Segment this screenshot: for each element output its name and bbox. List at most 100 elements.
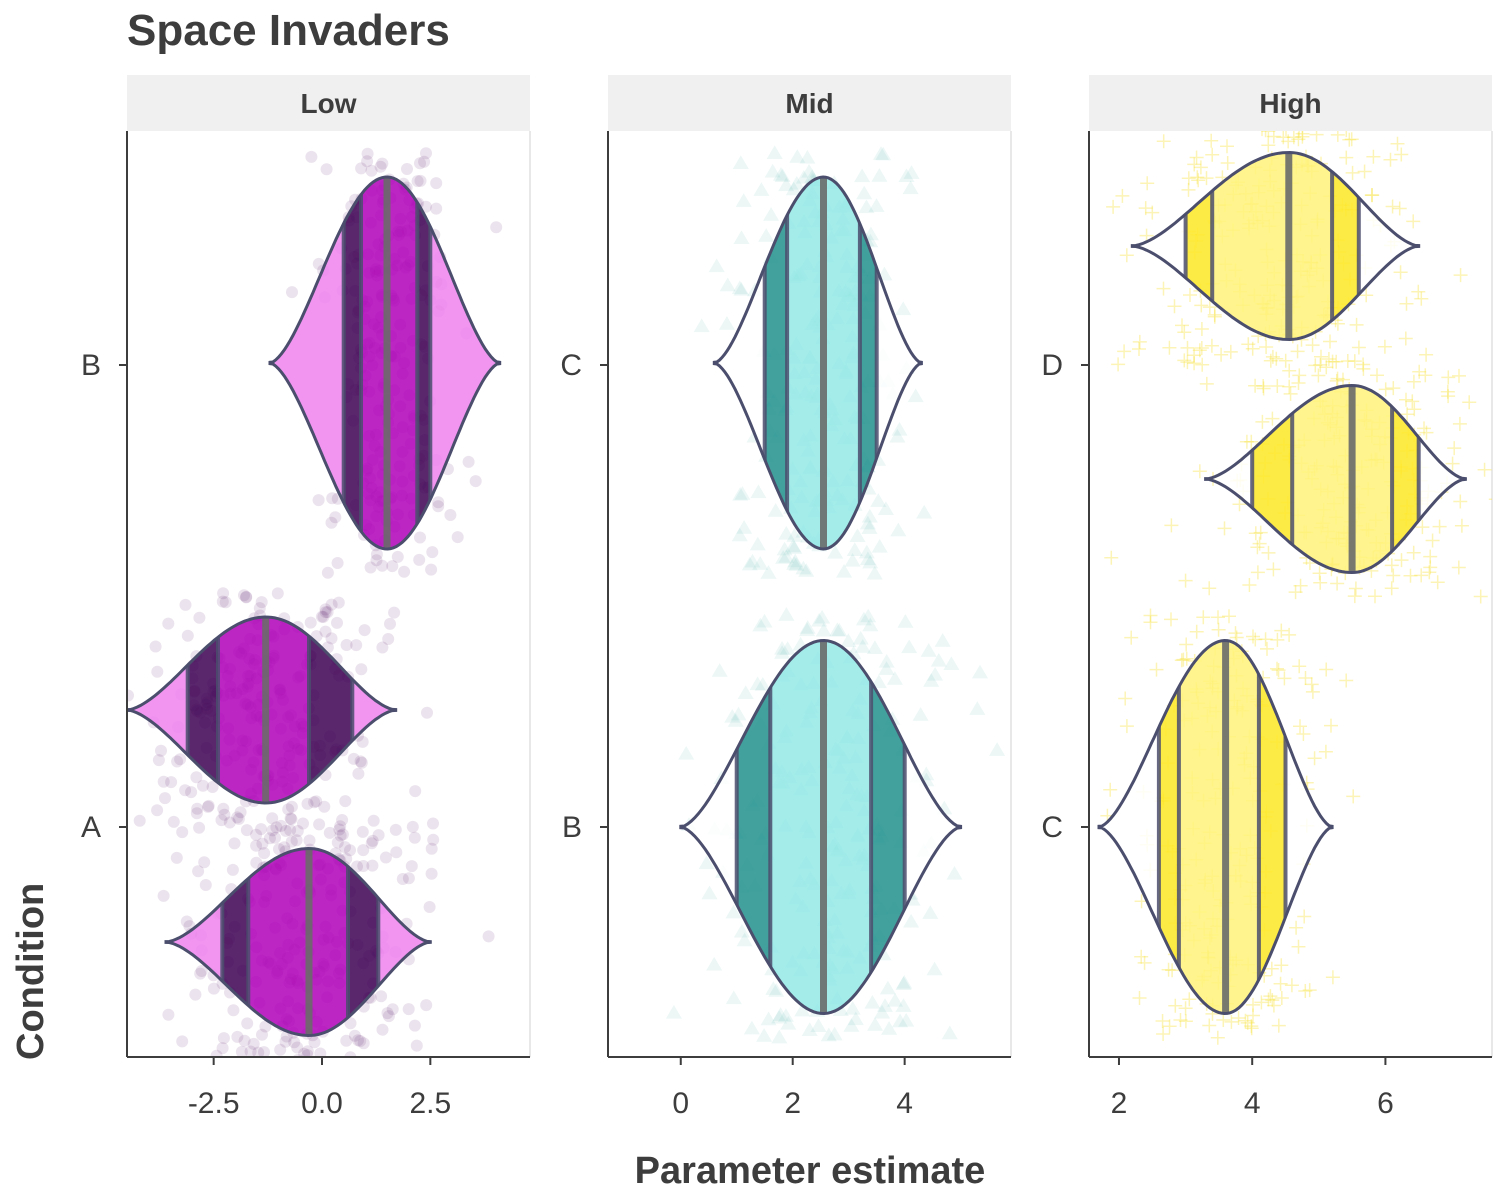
data-point <box>1445 456 1460 471</box>
data-point <box>1183 288 1197 302</box>
data-point <box>778 549 795 563</box>
data-point <box>1276 131 1291 145</box>
data-point <box>1187 356 1202 371</box>
data-point <box>427 833 440 846</box>
data-point <box>152 754 165 767</box>
data-point <box>279 824 292 837</box>
data-point <box>1137 955 1152 970</box>
data-point <box>1282 363 1297 378</box>
data-point <box>301 1045 314 1057</box>
data-point <box>856 185 873 200</box>
y-tick-label: C <box>1041 811 1063 844</box>
data-point <box>263 832 276 845</box>
data-point <box>430 177 443 190</box>
data-point <box>1339 150 1354 165</box>
data-point <box>788 176 805 190</box>
data-point <box>210 1049 223 1057</box>
data-point <box>752 556 769 570</box>
data-point <box>1248 632 1263 647</box>
data-point <box>852 630 869 645</box>
data-point <box>878 654 895 668</box>
data-point <box>1390 136 1405 151</box>
data-point <box>382 633 395 645</box>
data-point <box>382 1010 395 1023</box>
data-point <box>725 990 742 1005</box>
data-point <box>873 146 889 160</box>
data-point <box>741 556 758 571</box>
data-point <box>1196 610 1211 625</box>
data-point <box>1190 170 1205 185</box>
data-point <box>1241 337 1256 352</box>
data-point <box>1319 662 1334 677</box>
data-point <box>1345 165 1360 180</box>
data-point <box>1451 560 1466 575</box>
violin-outline <box>268 175 502 551</box>
data-point <box>1264 131 1267 138</box>
data-point <box>719 277 736 292</box>
data-point <box>1245 341 1260 356</box>
data-point <box>801 1022 818 1036</box>
data-point <box>361 147 374 160</box>
data-point <box>1193 160 1208 175</box>
data-point <box>367 814 380 827</box>
data-point <box>357 860 370 872</box>
data-point <box>1364 188 1379 203</box>
data-point <box>1207 307 1222 322</box>
data-point <box>870 493 887 507</box>
data-point <box>357 844 370 857</box>
data-point <box>1329 354 1344 369</box>
data-point <box>308 796 321 809</box>
violin-tail <box>904 640 961 1014</box>
data-point <box>1223 344 1238 359</box>
data-point <box>1269 351 1284 366</box>
data-point <box>414 531 426 544</box>
data-point <box>1205 147 1220 162</box>
data-point <box>379 851 392 864</box>
data-point <box>1220 156 1235 170</box>
data-point <box>1117 344 1132 359</box>
data-point <box>234 806 247 819</box>
violin-band-outer <box>343 177 361 549</box>
data-point <box>829 622 846 637</box>
data-point <box>271 587 284 600</box>
data-point <box>785 538 802 553</box>
panel-content <box>1097 131 1492 1045</box>
data-point <box>779 641 796 655</box>
data-point <box>777 1008 794 1022</box>
data-point <box>1351 340 1366 355</box>
data-point <box>786 528 803 542</box>
data-point <box>1298 131 1300 137</box>
data-point <box>708 258 725 273</box>
data-point <box>1305 684 1320 699</box>
data-point <box>1291 132 1306 147</box>
data-point <box>1307 751 1322 766</box>
data-point <box>176 826 189 839</box>
data-point <box>290 834 303 847</box>
violin-band-inner <box>1178 640 1259 1014</box>
data-point <box>469 475 482 488</box>
data-point <box>250 828 263 841</box>
data-point <box>877 998 893 1012</box>
data-point <box>1246 997 1260 1012</box>
data-point <box>1181 182 1196 197</box>
data-point <box>195 965 208 977</box>
x-tick-label: 2.5 <box>409 1087 451 1120</box>
data-point <box>219 596 232 609</box>
data-point <box>1244 1021 1259 1036</box>
data-point <box>235 1045 248 1057</box>
data-point <box>771 1029 788 1044</box>
data-point <box>430 202 443 215</box>
data-point <box>750 484 767 499</box>
data-point <box>151 665 164 678</box>
violin <box>1097 638 1334 1016</box>
data-point <box>989 742 1006 756</box>
data-point <box>895 998 912 1012</box>
data-point <box>923 673 940 687</box>
data-point <box>1305 338 1320 353</box>
data-point <box>754 677 771 691</box>
data-point <box>1265 349 1280 364</box>
data-point <box>317 610 330 623</box>
data-point <box>231 811 244 824</box>
